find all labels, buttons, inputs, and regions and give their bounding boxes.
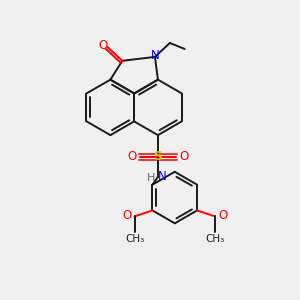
Text: O: O [99, 40, 108, 52]
Text: CH₃: CH₃ [125, 234, 144, 244]
Text: O: O [122, 209, 131, 222]
Text: O: O [218, 209, 227, 222]
Text: N: N [158, 170, 166, 183]
Text: O: O [128, 150, 137, 164]
Text: H: H [147, 173, 155, 183]
Text: O: O [179, 150, 188, 164]
Text: CH₃: CH₃ [205, 234, 224, 244]
Text: N: N [151, 50, 159, 62]
Text: S: S [153, 150, 162, 164]
